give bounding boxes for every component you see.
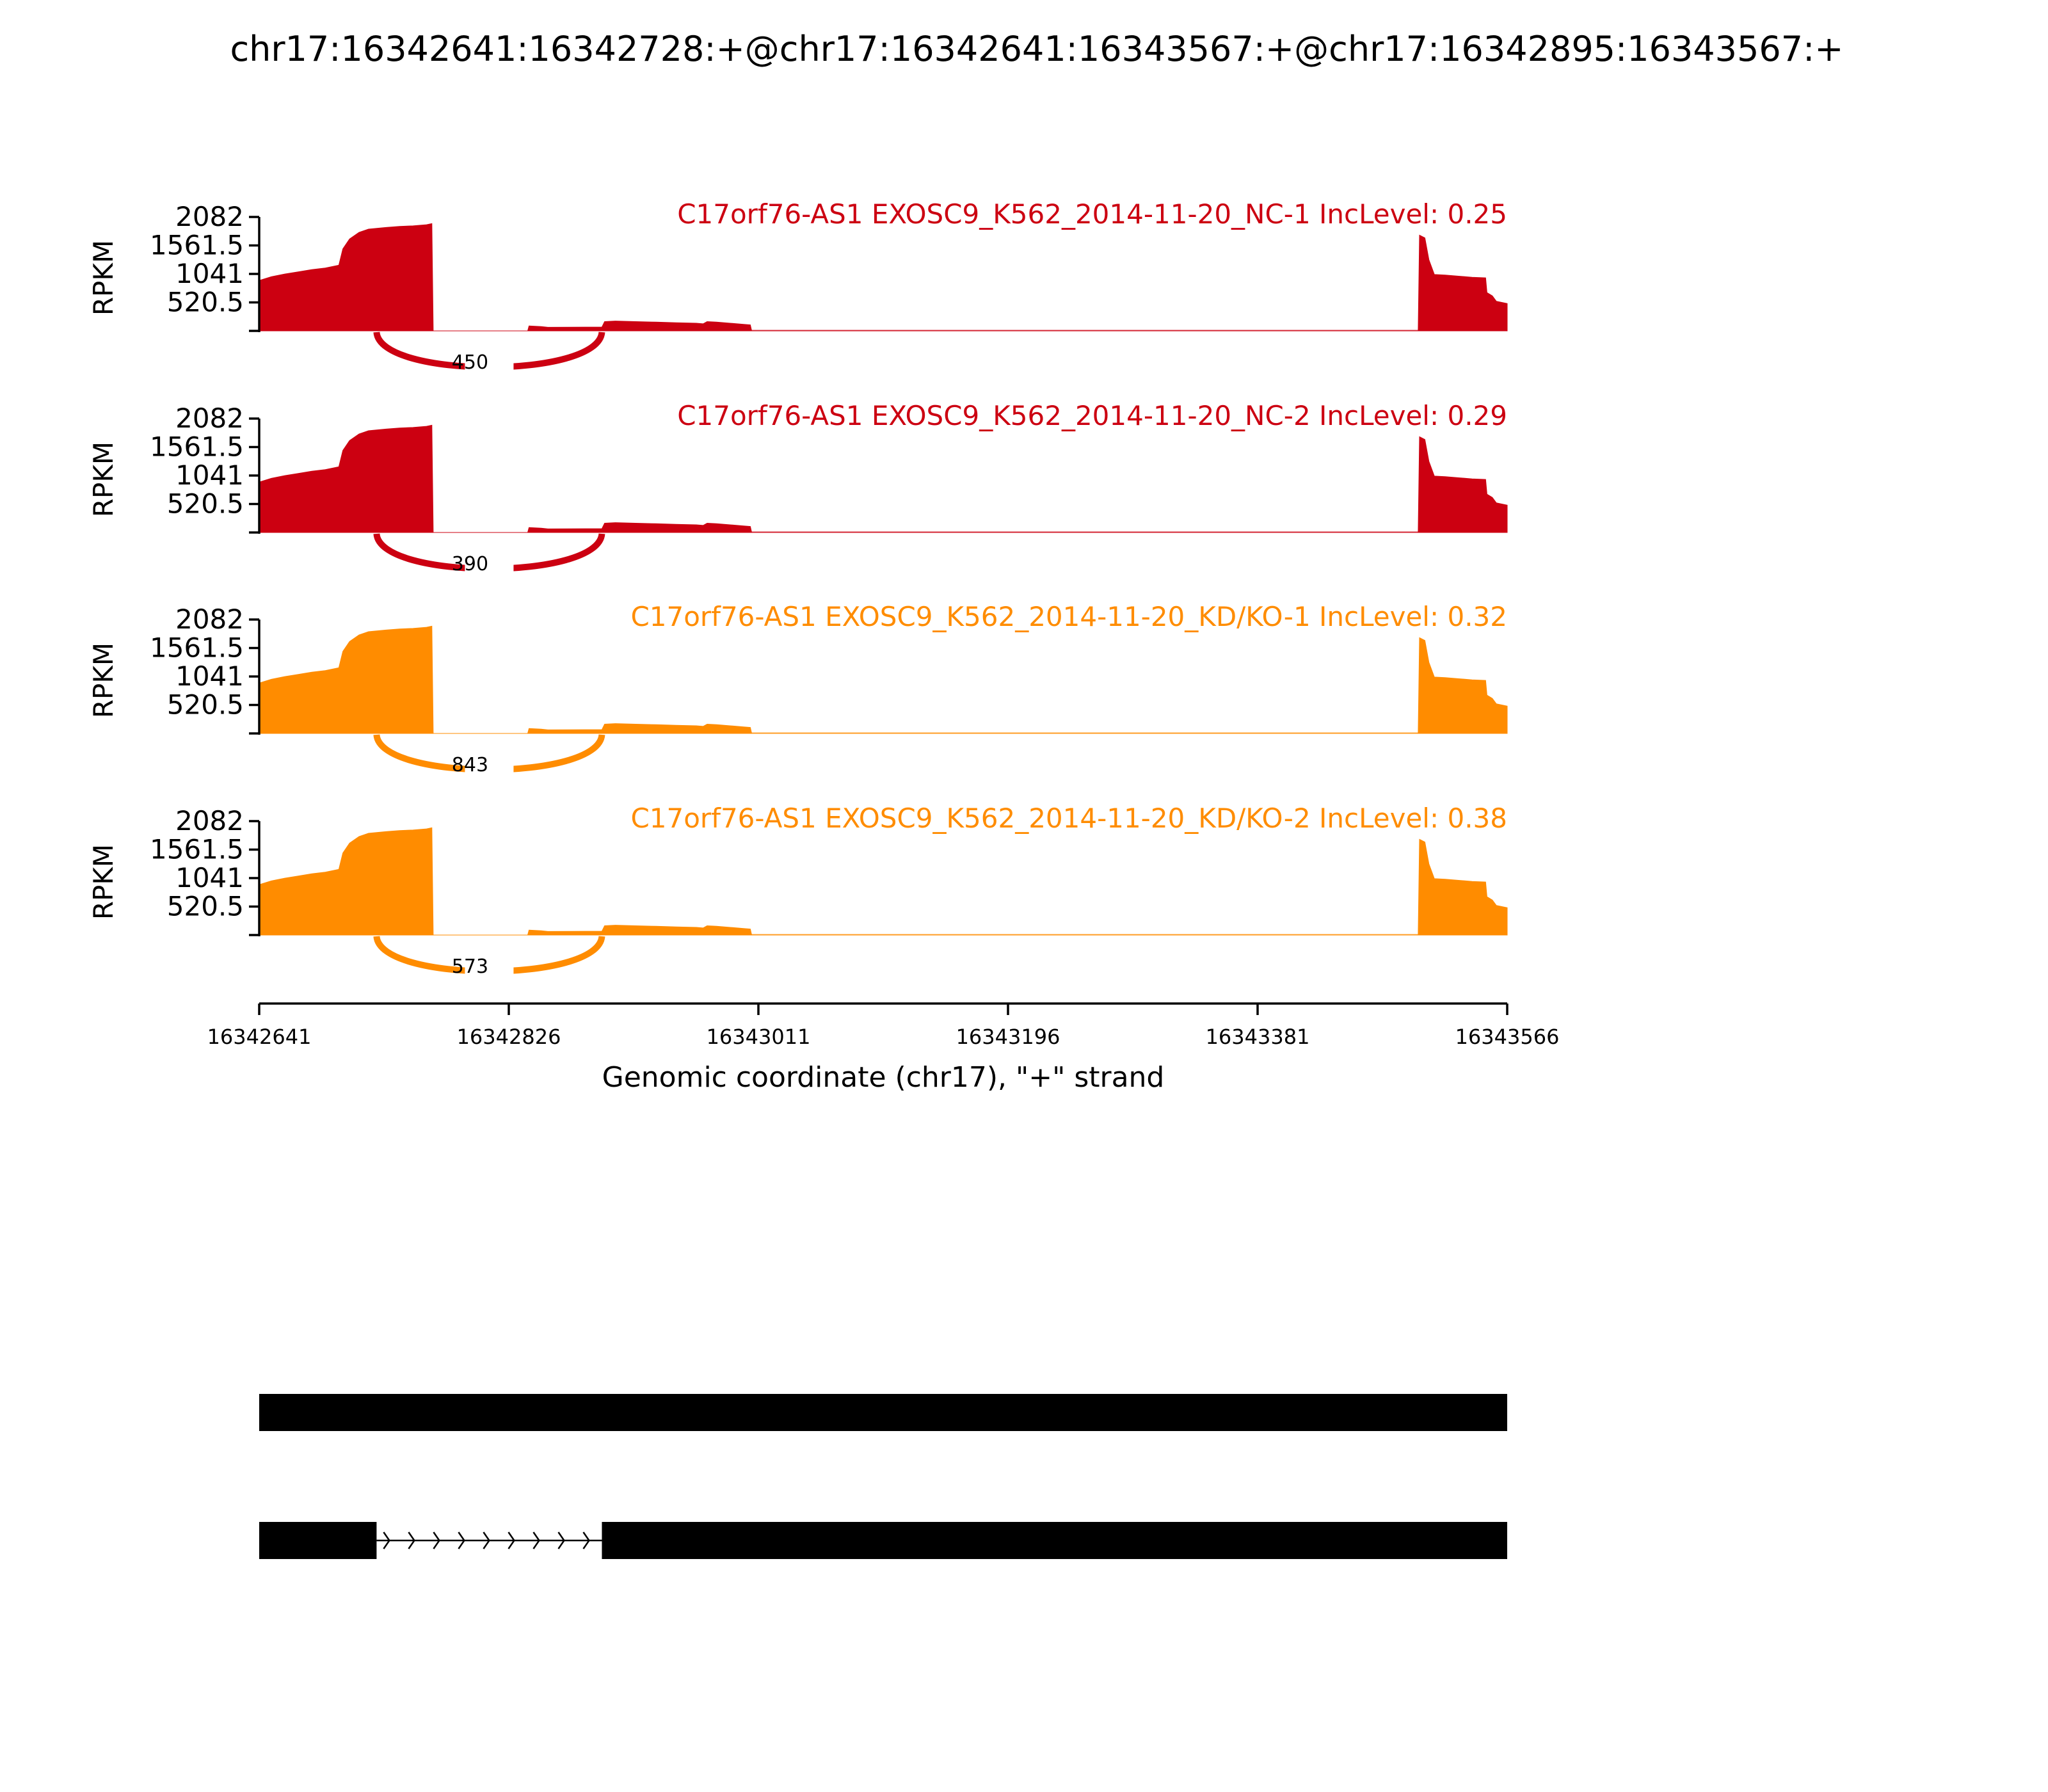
y-tick-label: 2082 [175, 201, 244, 232]
y-tick-label: 2082 [175, 403, 244, 434]
junction-label-bg [465, 550, 514, 576]
junction-count: 843 [452, 754, 488, 776]
coverage-baseline [751, 531, 1418, 532]
x-axis: 16342641 16342826 16343011 16343196 16343381… [207, 1002, 1560, 1049]
figure-title: chr17:16342641:16342728:+@chr17:16342641… [230, 29, 1843, 69]
y-tick-label: 1041 [175, 460, 244, 491]
y-tick-label: 520.5 [167, 689, 244, 721]
exon-block [602, 1522, 1507, 1559]
coverage-baseline [751, 934, 1418, 935]
y-tick-label: 1041 [175, 862, 244, 893]
y-tick-label: 1561.5 [150, 632, 244, 664]
y-axis-label: RPKM [88, 643, 119, 718]
y-axis-label: RPKM [88, 442, 119, 517]
y-tick-label: 2082 [175, 604, 244, 635]
y-tick-label: 1561.5 [150, 834, 244, 865]
exon-block [259, 1522, 377, 1559]
strand-arrow [458, 1532, 465, 1549]
strand-arrow [557, 1532, 565, 1549]
y-tick-label: 520.5 [167, 287, 244, 318]
coverage-baseline [751, 330, 1418, 331]
junction-count: 573 [452, 956, 488, 978]
exon-block [259, 1394, 1507, 1431]
coverage-area [259, 625, 1508, 734]
isoform-track [259, 1394, 1507, 1431]
x-tick-label: 16343566 [1455, 1025, 1560, 1049]
junction-count: 450 [452, 351, 488, 374]
strand-arrow [508, 1532, 515, 1549]
strand-arrow [532, 1532, 540, 1549]
coverage-area [259, 223, 1508, 332]
isoform-tracks [259, 1394, 1507, 1559]
x-tick-label: 16342826 [457, 1025, 561, 1049]
y-tick-label: 1041 [175, 258, 244, 289]
y-axis-label: RPKM [88, 240, 119, 316]
junction-count: 390 [452, 553, 488, 575]
sample-label: C17orf76-AS1 EXOSC9_K562_2014-11-20_NC-1… [677, 198, 1507, 230]
strand-arrow [408, 1532, 415, 1549]
x-tick-label: 16342641 [207, 1025, 312, 1049]
y-tick-label: 1561.5 [150, 431, 244, 463]
junction-label-bg [465, 953, 514, 979]
x-tick-label: 16343011 [707, 1025, 811, 1049]
isoform-track [259, 1522, 1507, 1559]
x-tick-label: 16343381 [1206, 1025, 1310, 1049]
coverage-area [259, 424, 1508, 533]
y-tick-label: 1041 [175, 660, 244, 692]
junction-label-bg [465, 751, 514, 777]
strand-arrow [483, 1532, 490, 1549]
y-tick-label: 2082 [175, 805, 244, 836]
y-tick-label: 1561.5 [150, 230, 244, 261]
sample-label: C17orf76-AS1 EXOSC9_K562_2014-11-20_KD/K… [630, 601, 1507, 632]
y-tick-label: 520.5 [167, 891, 244, 922]
sample-label: C17orf76-AS1 EXOSC9_K562_2014-11-20_KD/K… [630, 803, 1507, 834]
junction-label-bg [465, 349, 514, 374]
y-axis-label: RPKM [88, 844, 119, 920]
strand-arrow [383, 1532, 390, 1549]
strand-arrow [582, 1532, 590, 1549]
y-tick-label: 520.5 [167, 488, 244, 520]
sample-label: C17orf76-AS1 EXOSC9_K562_2014-11-20_NC-2… [677, 400, 1507, 431]
strand-arrow [433, 1532, 440, 1549]
coverage-area [259, 827, 1508, 936]
x-axis-label: Genomic coordinate (chr17), "+" strand [602, 1061, 1165, 1094]
x-tick-label: 16343196 [956, 1025, 1060, 1049]
coverage-baseline [751, 732, 1418, 733]
